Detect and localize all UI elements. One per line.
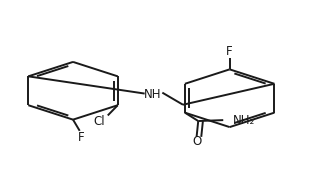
Text: F: F [78, 131, 85, 144]
Text: Cl: Cl [94, 115, 105, 129]
Text: NH: NH [144, 88, 162, 101]
Text: O: O [192, 135, 201, 148]
Text: F: F [226, 45, 233, 58]
Text: NH₂: NH₂ [233, 114, 255, 127]
